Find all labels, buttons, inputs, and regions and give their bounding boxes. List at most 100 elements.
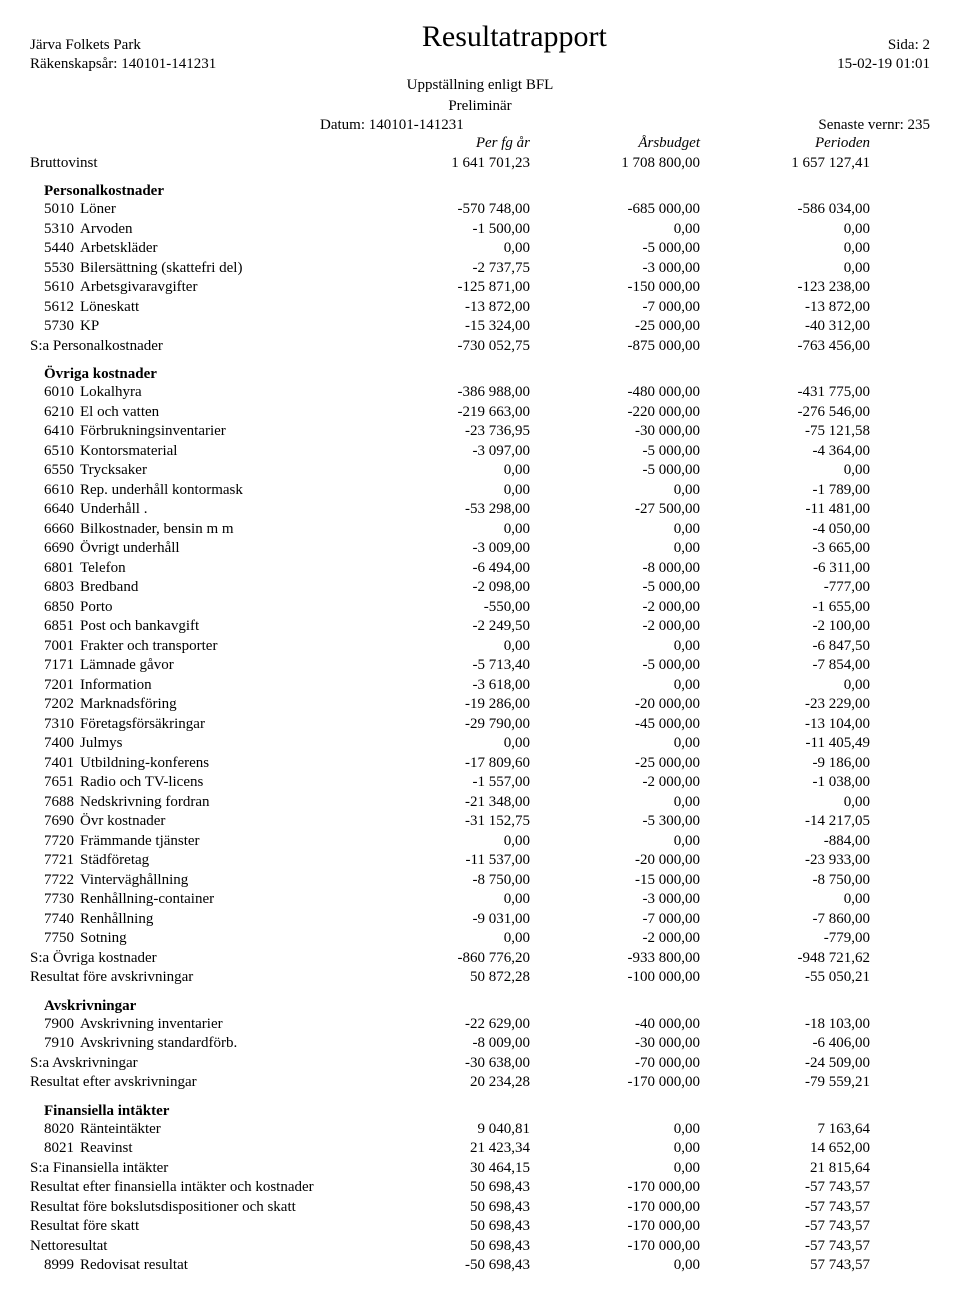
account-label: Avskrivning inventarier xyxy=(80,1015,360,1035)
table-row: 6803Bredband-2 098,00-5 000,00-777,00 xyxy=(30,578,930,598)
personalkostnader-sum: S:a Personalkostnader -730 052,75 -875 0… xyxy=(30,337,930,357)
finansiella-intakter-rows: 8020Ränteintäkter9 040,810,007 163,64802… xyxy=(30,1120,930,1159)
total-c3: 50 698,43 xyxy=(360,1237,530,1257)
account-label: Sotning xyxy=(80,929,360,949)
total-c5: -57 743,57 xyxy=(700,1198,870,1218)
value-arsbudget: -5 000,00 xyxy=(530,461,700,481)
redovisat-c5: 57 743,57 xyxy=(700,1256,870,1276)
value-arsbudget: -15 000,00 xyxy=(530,871,700,891)
account-label: Avskrivning standardförb. xyxy=(80,1034,360,1054)
header-row-1: Järva Folkets Park Resultatrapport Sida:… xyxy=(30,20,930,54)
table-row: 5310Arvoden-1 500,000,000,00 xyxy=(30,220,930,240)
table-row: 7750Sotning0,00-2 000,00-779,00 xyxy=(30,929,930,949)
value-arsbudget: -5 000,00 xyxy=(530,239,700,259)
report-title: Resultatrapport xyxy=(422,20,607,54)
value-arsbudget: -2 000,00 xyxy=(530,773,700,793)
account-label: Främmande tjänster xyxy=(80,832,360,852)
table-row: 7900Avskrivning inventarier-22 629,00-40… xyxy=(30,1015,930,1035)
personalkostnader-rows: 5010Löner-570 748,00-685 000,00-586 034,… xyxy=(30,200,930,337)
total-row: Nettoresultat50 698,43-170 000,00-57 743… xyxy=(30,1237,930,1257)
account-label: Information xyxy=(80,676,360,696)
table-row: 7401Utbildning-konferens-17 809,60-25 00… xyxy=(30,754,930,774)
value-perioden: -2 100,00 xyxy=(700,617,870,637)
column-headers: Per fg år Årsbudget Perioden xyxy=(30,134,930,154)
account-number: 7401 xyxy=(30,754,80,774)
value-perioden: -276 546,00 xyxy=(700,403,870,423)
account-label: Lämnade gåvor xyxy=(80,656,360,676)
total-row: Resultat före bokslutsdispositioner och … xyxy=(30,1198,930,1218)
table-row: 7202Marknadsföring-19 286,00-20 000,00-2… xyxy=(30,695,930,715)
value-per-fg-ar: -29 790,00 xyxy=(360,715,530,735)
table-row: 6410Förbrukningsinventarier-23 736,95-30… xyxy=(30,422,930,442)
value-perioden: -884,00 xyxy=(700,832,870,852)
value-perioden: -11 481,00 xyxy=(700,500,870,520)
table-row: 6510Kontorsmaterial-3 097,00-5 000,00-4 … xyxy=(30,442,930,462)
account-number: 8021 xyxy=(30,1139,80,1159)
account-number: 6850 xyxy=(30,598,80,618)
account-label: Telefon xyxy=(80,559,360,579)
avskrivningar-sum-c3: -30 638,00 xyxy=(360,1054,530,1074)
header-row-2: Räkenskapsår: 140101-141231 15-02-19 01:… xyxy=(30,56,930,73)
value-perioden: -1 038,00 xyxy=(700,773,870,793)
value-per-fg-ar: -550,00 xyxy=(360,598,530,618)
value-arsbudget: 0,00 xyxy=(530,734,700,754)
account-number: 7722 xyxy=(30,871,80,891)
table-row: 5530Bilersättning (skattefri del)-2 737,… xyxy=(30,259,930,279)
total-c4: -170 000,00 xyxy=(530,1178,700,1198)
value-perioden: -8 750,00 xyxy=(700,871,870,891)
value-arsbudget: -30 000,00 xyxy=(530,422,700,442)
table-row: 7651Radio och TV-licens-1 557,00-2 000,0… xyxy=(30,773,930,793)
resultat-efter-avskrivningar: Resultat efter avskrivningar 20 234,28 -… xyxy=(30,1073,930,1093)
value-perioden: -7 860,00 xyxy=(700,910,870,930)
value-per-fg-ar: 0,00 xyxy=(360,461,530,481)
value-per-fg-ar: -53 298,00 xyxy=(360,500,530,520)
account-label: El och vatten xyxy=(80,403,360,423)
table-row: 5010Löner-570 748,00-685 000,00-586 034,… xyxy=(30,200,930,220)
report-page: Järva Folkets Park Resultatrapport Sida:… xyxy=(0,0,960,1316)
account-label: Arvoden xyxy=(80,220,360,240)
value-per-fg-ar: -3 009,00 xyxy=(360,539,530,559)
account-label: Förbrukningsinventarier xyxy=(80,422,360,442)
col-arsbudget: Årsbudget xyxy=(530,134,700,154)
value-arsbudget: 0,00 xyxy=(530,539,700,559)
total-c4: -170 000,00 xyxy=(530,1198,700,1218)
value-per-fg-ar: 9 040,81 xyxy=(360,1120,530,1140)
account-label: Löner xyxy=(80,200,360,220)
value-perioden: 0,00 xyxy=(700,259,870,279)
table-row: 6610Rep. underhåll kontormask0,000,00-1 … xyxy=(30,481,930,501)
value-perioden: -777,00 xyxy=(700,578,870,598)
table-row: 8020Ränteintäkter9 040,810,007 163,64 xyxy=(30,1120,930,1140)
value-arsbudget: -5 000,00 xyxy=(530,656,700,676)
header-date-voucher: Datum: 140101-141231 Senaste vernr: 235 xyxy=(30,117,930,134)
value-perioden: -6 847,50 xyxy=(700,637,870,657)
account-number: 6410 xyxy=(30,422,80,442)
date-range: Datum: 140101-141231 xyxy=(320,117,464,134)
value-perioden: -13 104,00 xyxy=(700,715,870,735)
table-row: 7171Lämnade gåvor-5 713,40-5 000,00-7 85… xyxy=(30,656,930,676)
value-per-fg-ar: -31 152,75 xyxy=(360,812,530,832)
table-row: 8021Reavinst21 423,340,0014 652,00 xyxy=(30,1139,930,1159)
value-per-fg-ar: -3 097,00 xyxy=(360,442,530,462)
value-arsbudget: -2 000,00 xyxy=(530,598,700,618)
total-c4: -170 000,00 xyxy=(530,1237,700,1257)
value-per-fg-ar: -17 809,60 xyxy=(360,754,530,774)
account-number: 6690 xyxy=(30,539,80,559)
value-arsbudget: -685 000,00 xyxy=(530,200,700,220)
table-row: 6550Trycksaker0,00-5 000,000,00 xyxy=(30,461,930,481)
value-arsbudget: -220 000,00 xyxy=(530,403,700,423)
account-number: 6010 xyxy=(30,383,80,403)
total-c3: 50 698,43 xyxy=(360,1217,530,1237)
personalkostnader-sum-c4: -875 000,00 xyxy=(530,337,700,357)
value-arsbudget: -20 000,00 xyxy=(530,695,700,715)
value-perioden: -431 775,00 xyxy=(700,383,870,403)
value-per-fg-ar: -386 988,00 xyxy=(360,383,530,403)
bruttovinst-c3: 1 641 701,23 xyxy=(360,154,530,174)
value-arsbudget: -480 000,00 xyxy=(530,383,700,403)
value-per-fg-ar: 0,00 xyxy=(360,520,530,540)
value-per-fg-ar: -1 557,00 xyxy=(360,773,530,793)
table-row: 6850Porto-550,00-2 000,00-1 655,00 xyxy=(30,598,930,618)
total-row: Resultat efter finansiella intäkter och … xyxy=(30,1178,930,1198)
rea-label: Resultat efter avskrivningar xyxy=(30,1073,360,1093)
personalkostnader-sum-c5: -763 456,00 xyxy=(700,337,870,357)
account-label: Ränteintäkter xyxy=(80,1120,360,1140)
